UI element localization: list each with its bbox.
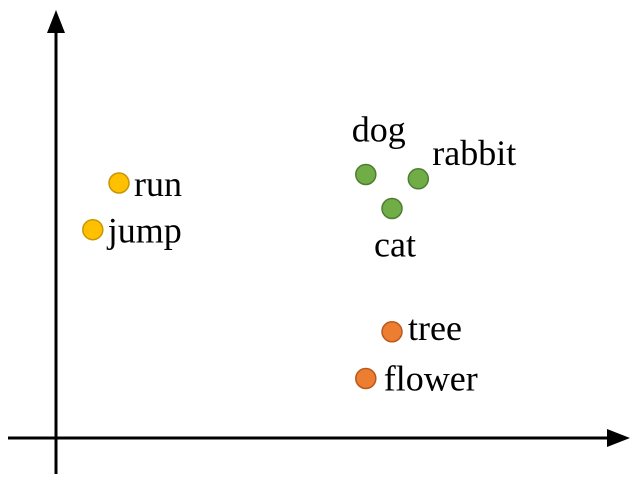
point-tree (381, 321, 403, 343)
point-rabbit (407, 168, 430, 190)
x-axis-arrow-icon (607, 429, 630, 447)
label-jump: jump (106, 211, 182, 251)
data-points: run jump dog rabbit cat tree flower (82, 110, 516, 399)
point-run (108, 172, 130, 194)
point-jump (82, 218, 104, 241)
point-cat (381, 197, 403, 220)
point-dog (355, 163, 377, 186)
label-run: run (134, 164, 182, 204)
label-dog: dog (352, 110, 406, 150)
label-rabbit: rabbit (432, 133, 516, 173)
label-cat: cat (374, 225, 416, 265)
point-flower (355, 367, 377, 390)
label-flower: flower (384, 359, 478, 399)
label-tree: tree (408, 308, 462, 348)
y-axis-arrow-icon (47, 10, 65, 33)
axes (8, 10, 630, 474)
